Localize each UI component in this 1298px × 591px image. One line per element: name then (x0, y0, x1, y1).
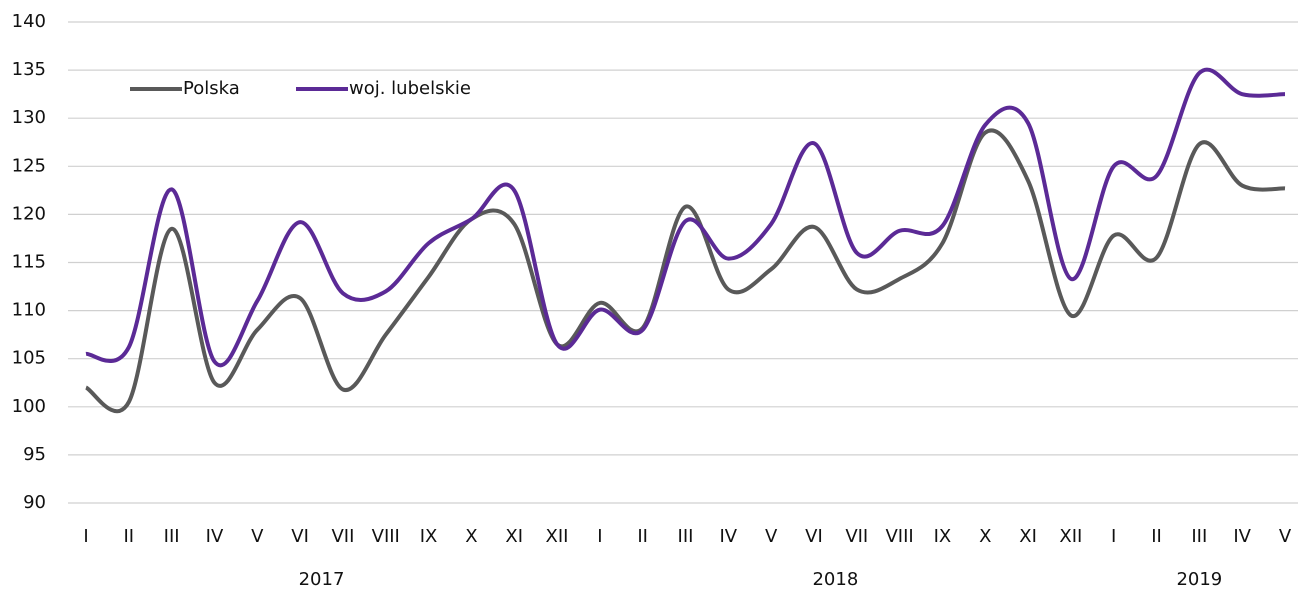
x-tick-label: IV (206, 526, 224, 547)
series-line (84, 128, 1286, 413)
y-tick-label: 90 (23, 492, 46, 513)
x-tick-label: III (678, 526, 694, 547)
x-tick-label: III (164, 526, 180, 547)
x-tick-label: XI (505, 526, 523, 547)
x-tick-label: VI (805, 526, 823, 547)
y-tick-label: 100 (12, 396, 46, 417)
x-tick-label: I (83, 526, 88, 547)
x-tick-label: IX (420, 526, 438, 547)
year-label: 2019 (1176, 569, 1222, 590)
x-tick-label: IX (934, 526, 952, 547)
x-tick-label: I (597, 526, 602, 547)
x-tick-label: VI (291, 526, 309, 547)
x-tick-label: I (1111, 526, 1116, 547)
x-tick-label: III (1191, 526, 1207, 547)
y-tick-label: 120 (12, 203, 46, 224)
y-tick-label: 125 (12, 155, 46, 176)
y-tick-label: 140 (12, 11, 46, 32)
y-tick-label: 95 (23, 444, 46, 465)
y-tick-label: 115 (12, 252, 46, 273)
y-tick-label: 130 (12, 107, 46, 128)
y-tick-label: 105 (12, 348, 46, 369)
x-tick-label: X (979, 526, 991, 547)
x-tick-label: VII (331, 526, 354, 547)
y-tick-label: 110 (12, 300, 46, 321)
x-tick-label: VIII (372, 526, 400, 547)
x-tick-label: XII (1059, 526, 1082, 547)
legend-label: Polska (183, 78, 240, 99)
x-tick-label: VIII (885, 526, 913, 547)
y-tick-label: 135 (12, 59, 46, 80)
x-tick-label: IV (1233, 526, 1251, 547)
x-tick-label: V (1279, 526, 1292, 547)
x-tick-label: VII (845, 526, 868, 547)
x-tick-label: XI (1019, 526, 1037, 547)
x-tick-label: V (765, 526, 778, 547)
year-label: 2017 (299, 569, 345, 590)
x-tick-label: V (251, 526, 264, 547)
x-tick-label: II (637, 526, 648, 547)
x-tick-label: IV (720, 526, 738, 547)
x-tick-label: II (1151, 526, 1162, 547)
series-line (85, 67, 1286, 367)
x-tick-label: X (465, 526, 477, 547)
year-label: 2018 (812, 569, 858, 590)
x-tick-label: II (124, 526, 135, 547)
legend-label: woj. lubelskie (349, 78, 471, 99)
x-tick-label: XII (546, 526, 569, 547)
